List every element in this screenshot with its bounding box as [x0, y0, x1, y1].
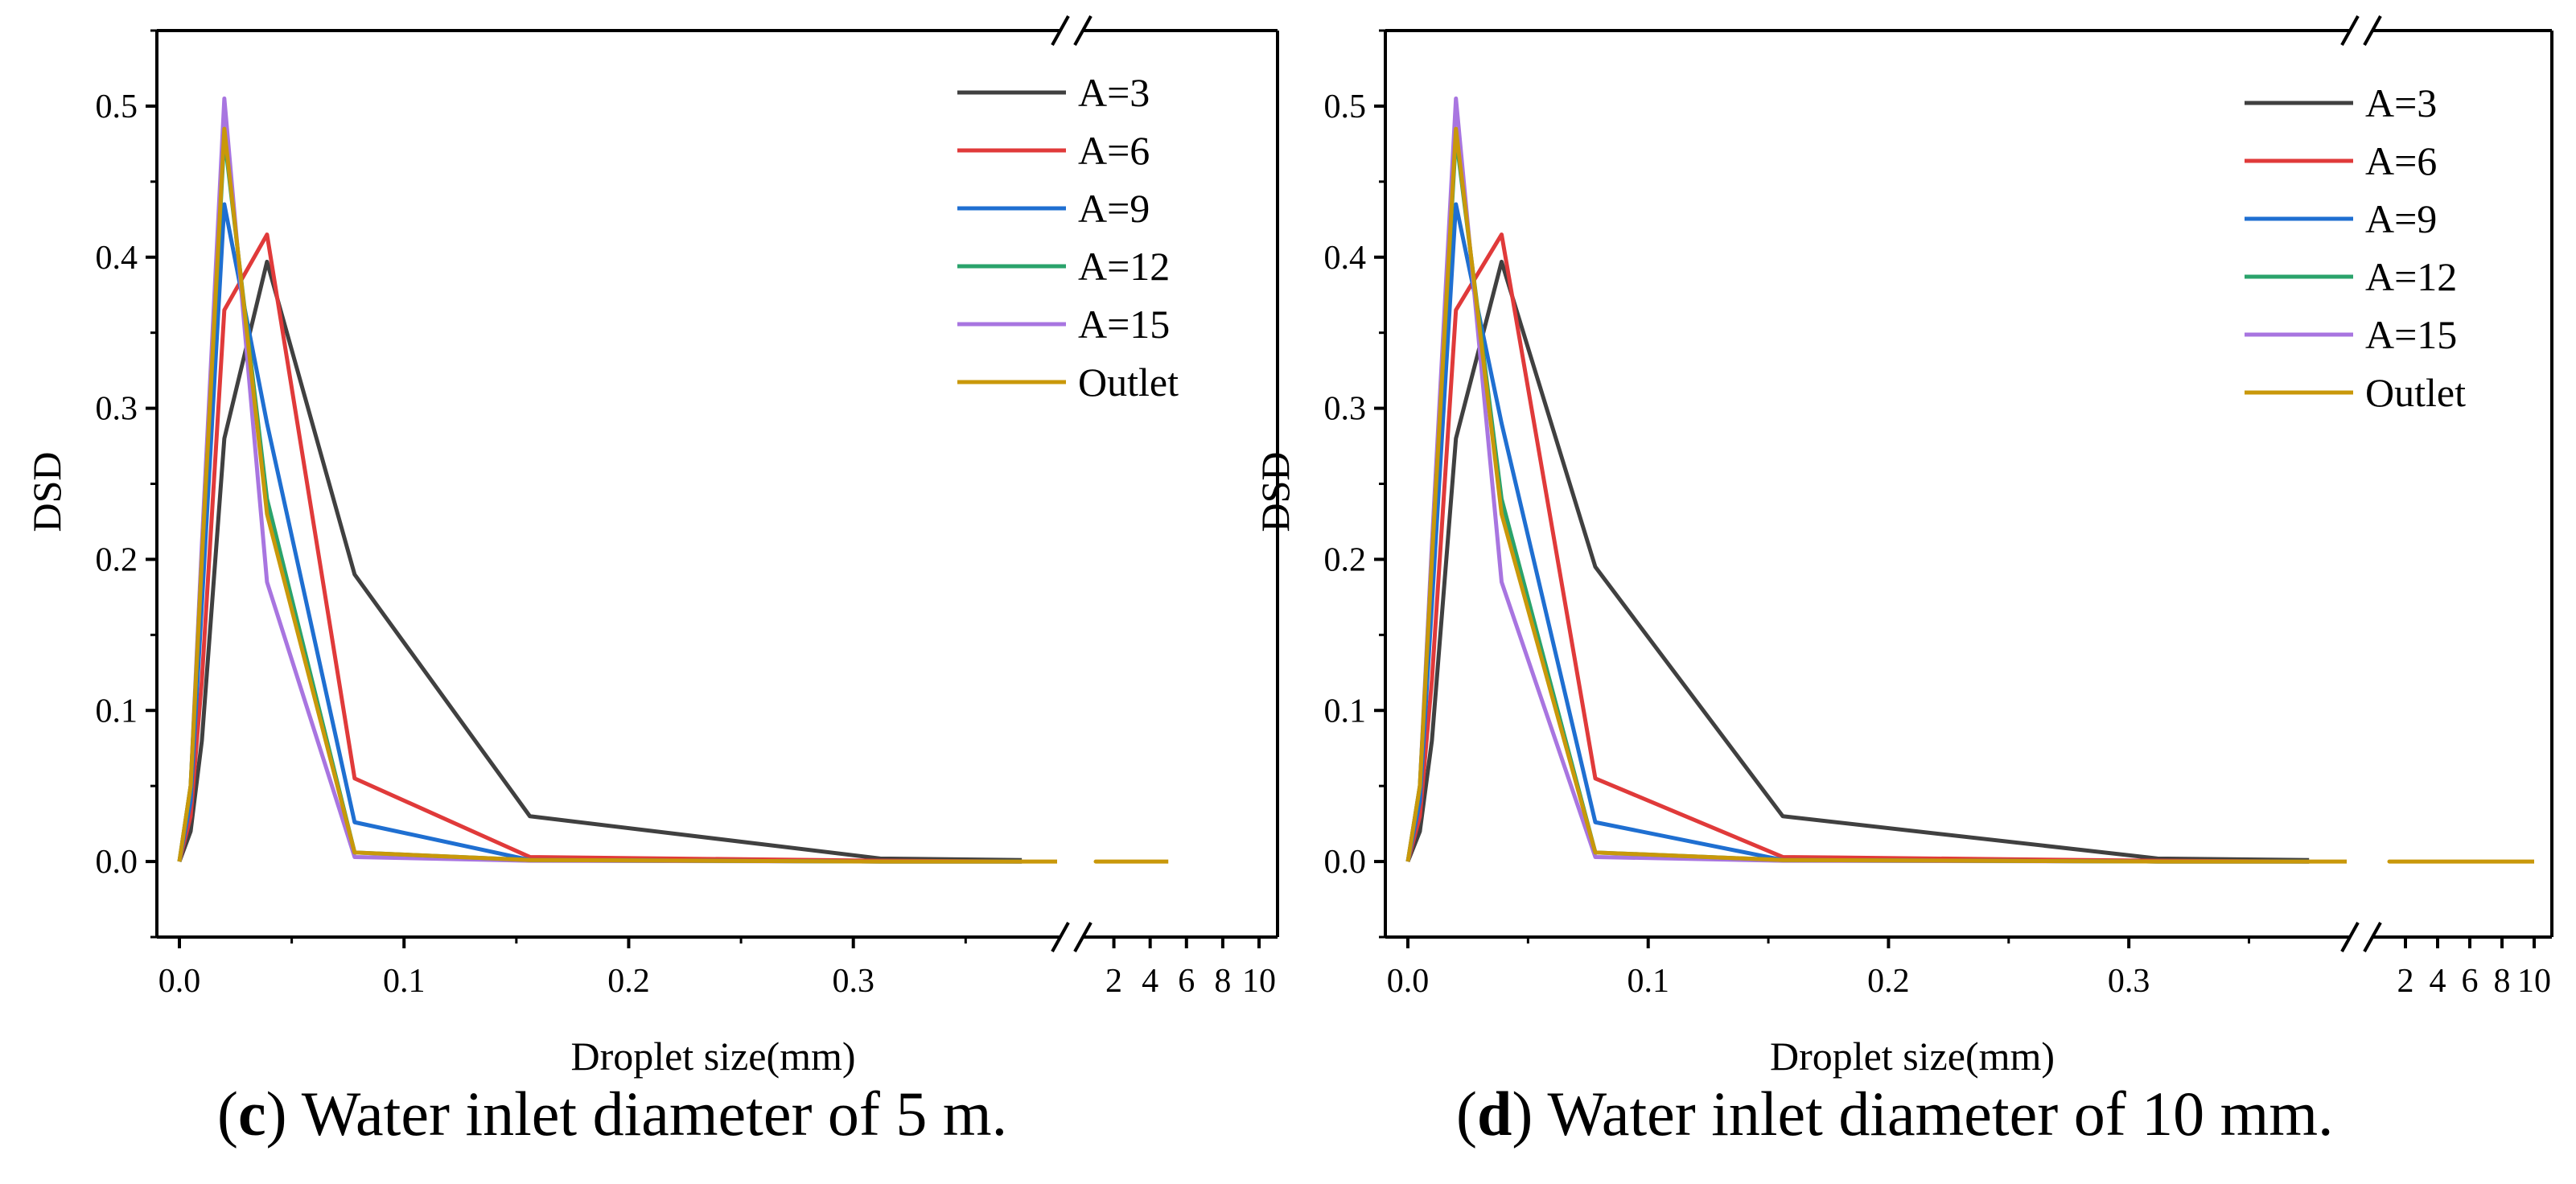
axis-break-mark — [2340, 15, 2360, 46]
x-axis-label: Droplet size(mm) — [1770, 1034, 2055, 1079]
axis-break-mark — [2340, 922, 2360, 952]
x-tick-label: 0.3 — [2108, 963, 2150, 1000]
series-line-a-3 — [177, 259, 1023, 862]
chart-panel-d: 0.0 0.1 0.2 0.3 0.4 0.5 0.0 0.1 0.2 0.3 2 4 6 8 10 Drop… — [1253, 15, 2553, 1079]
series-line-a-3 — [1405, 259, 2310, 863]
x-tick-label: 2 — [2397, 963, 2414, 1000]
axis-break-mark — [1051, 922, 1070, 952]
y-tick-label: 0.0 — [1324, 844, 1367, 881]
y-tick-label: 0.2 — [96, 541, 138, 578]
legend-label-a-6: A=6 — [1078, 128, 1150, 173]
caption-d-text: Water inlet diameter of 10 mm. — [1547, 1079, 2334, 1149]
legend-label-a-12: A=12 — [1078, 244, 1170, 289]
axis-break-mark — [1073, 922, 1093, 952]
x-tick-label: 10 — [1242, 963, 1276, 1000]
y-axis-label: DSD — [24, 451, 69, 532]
x-tick-label: 10 — [2517, 963, 2551, 1000]
y-tick-label: 0.0 — [96, 844, 138, 881]
caption-c: (c) Water inlet diameter of 5 m. — [217, 1079, 1008, 1149]
series-line-a-9 — [1405, 202, 2310, 864]
caption-d: (d) Water inlet diameter of 10 mm. — [1456, 1079, 2334, 1149]
legend-label-outlet: Outlet — [1078, 360, 1179, 405]
chart-panel-c: 0.0 0.1 0.2 0.3 0.4 0.5 0.0 0.1 0.2 0.3 2 4 6 8 10 Drop… — [24, 15, 1279, 1079]
x-tick-label: 0.0 — [158, 963, 201, 1000]
caption-c-text: Water inlet diameter of 5 m. — [301, 1079, 1008, 1149]
y-tick-label: 0.1 — [1324, 693, 1367, 730]
x-tick-label: 8 — [1214, 963, 1231, 1000]
y-tick-label: 0.5 — [1324, 88, 1367, 125]
legend-label-a-9: A=9 — [2365, 196, 2437, 241]
y-tick-label: 0.3 — [1324, 391, 1367, 428]
x-tick-label: 6 — [2462, 963, 2479, 1000]
series-line-a-9 — [177, 202, 1023, 864]
axis-break-mark — [1073, 15, 1093, 46]
x-tick-label: 2 — [1105, 963, 1122, 1000]
y-tick-label: 0.5 — [96, 88, 138, 125]
x-tick-label: 0.0 — [1387, 963, 1430, 1000]
x-tick-label: 4 — [1142, 963, 1158, 1000]
x-tick-label: 0.2 — [1867, 963, 1910, 1000]
legend-label-a-3: A=3 — [2365, 80, 2437, 125]
caption-c-letter: c — [237, 1079, 266, 1149]
axis-break-mark — [2363, 922, 2382, 952]
legend-label-a-3: A=3 — [1078, 70, 1150, 115]
series-line-outlet — [1405, 126, 2347, 864]
x-tick-label: 0.1 — [383, 963, 426, 1000]
legend-label-a-15: A=15 — [1078, 302, 1170, 347]
series-line-a-6 — [177, 232, 1023, 864]
y-tick-label: 0.4 — [96, 240, 138, 277]
series-line-a-12 — [177, 134, 1023, 864]
legend-label-a-15: A=15 — [2365, 312, 2457, 357]
x-tick-label: 0.1 — [1627, 963, 1669, 1000]
legend-label-outlet: Outlet — [2365, 370, 2466, 415]
x-tick-label: 4 — [2430, 963, 2446, 1000]
legend-label-a-6: A=6 — [2365, 138, 2437, 183]
y-tick-label: 0.2 — [1324, 541, 1367, 578]
x-tick-label: 0.3 — [832, 963, 874, 1000]
y-axis-label: DSD — [1253, 451, 1298, 532]
legend-label-a-12: A=12 — [2365, 254, 2457, 299]
x-tick-label: 8 — [2494, 963, 2511, 1000]
series-line-a-6 — [1405, 232, 2310, 864]
x-tick-label: 6 — [1178, 963, 1195, 1000]
series-line-a-12 — [1405, 134, 2310, 864]
y-tick-label: 0.4 — [1324, 240, 1367, 277]
axis-break-mark — [1051, 15, 1070, 46]
y-tick-label: 0.3 — [96, 391, 138, 428]
y-tick-label: 0.1 — [96, 693, 138, 730]
x-axis-label: Droplet size(mm) — [570, 1034, 855, 1079]
caption-d-letter: d — [1476, 1079, 1512, 1149]
legend-label-a-9: A=9 — [1078, 186, 1150, 231]
axis-break-mark — [2363, 15, 2382, 46]
series-line-outlet — [177, 126, 1057, 864]
x-tick-label: 0.2 — [607, 963, 650, 1000]
